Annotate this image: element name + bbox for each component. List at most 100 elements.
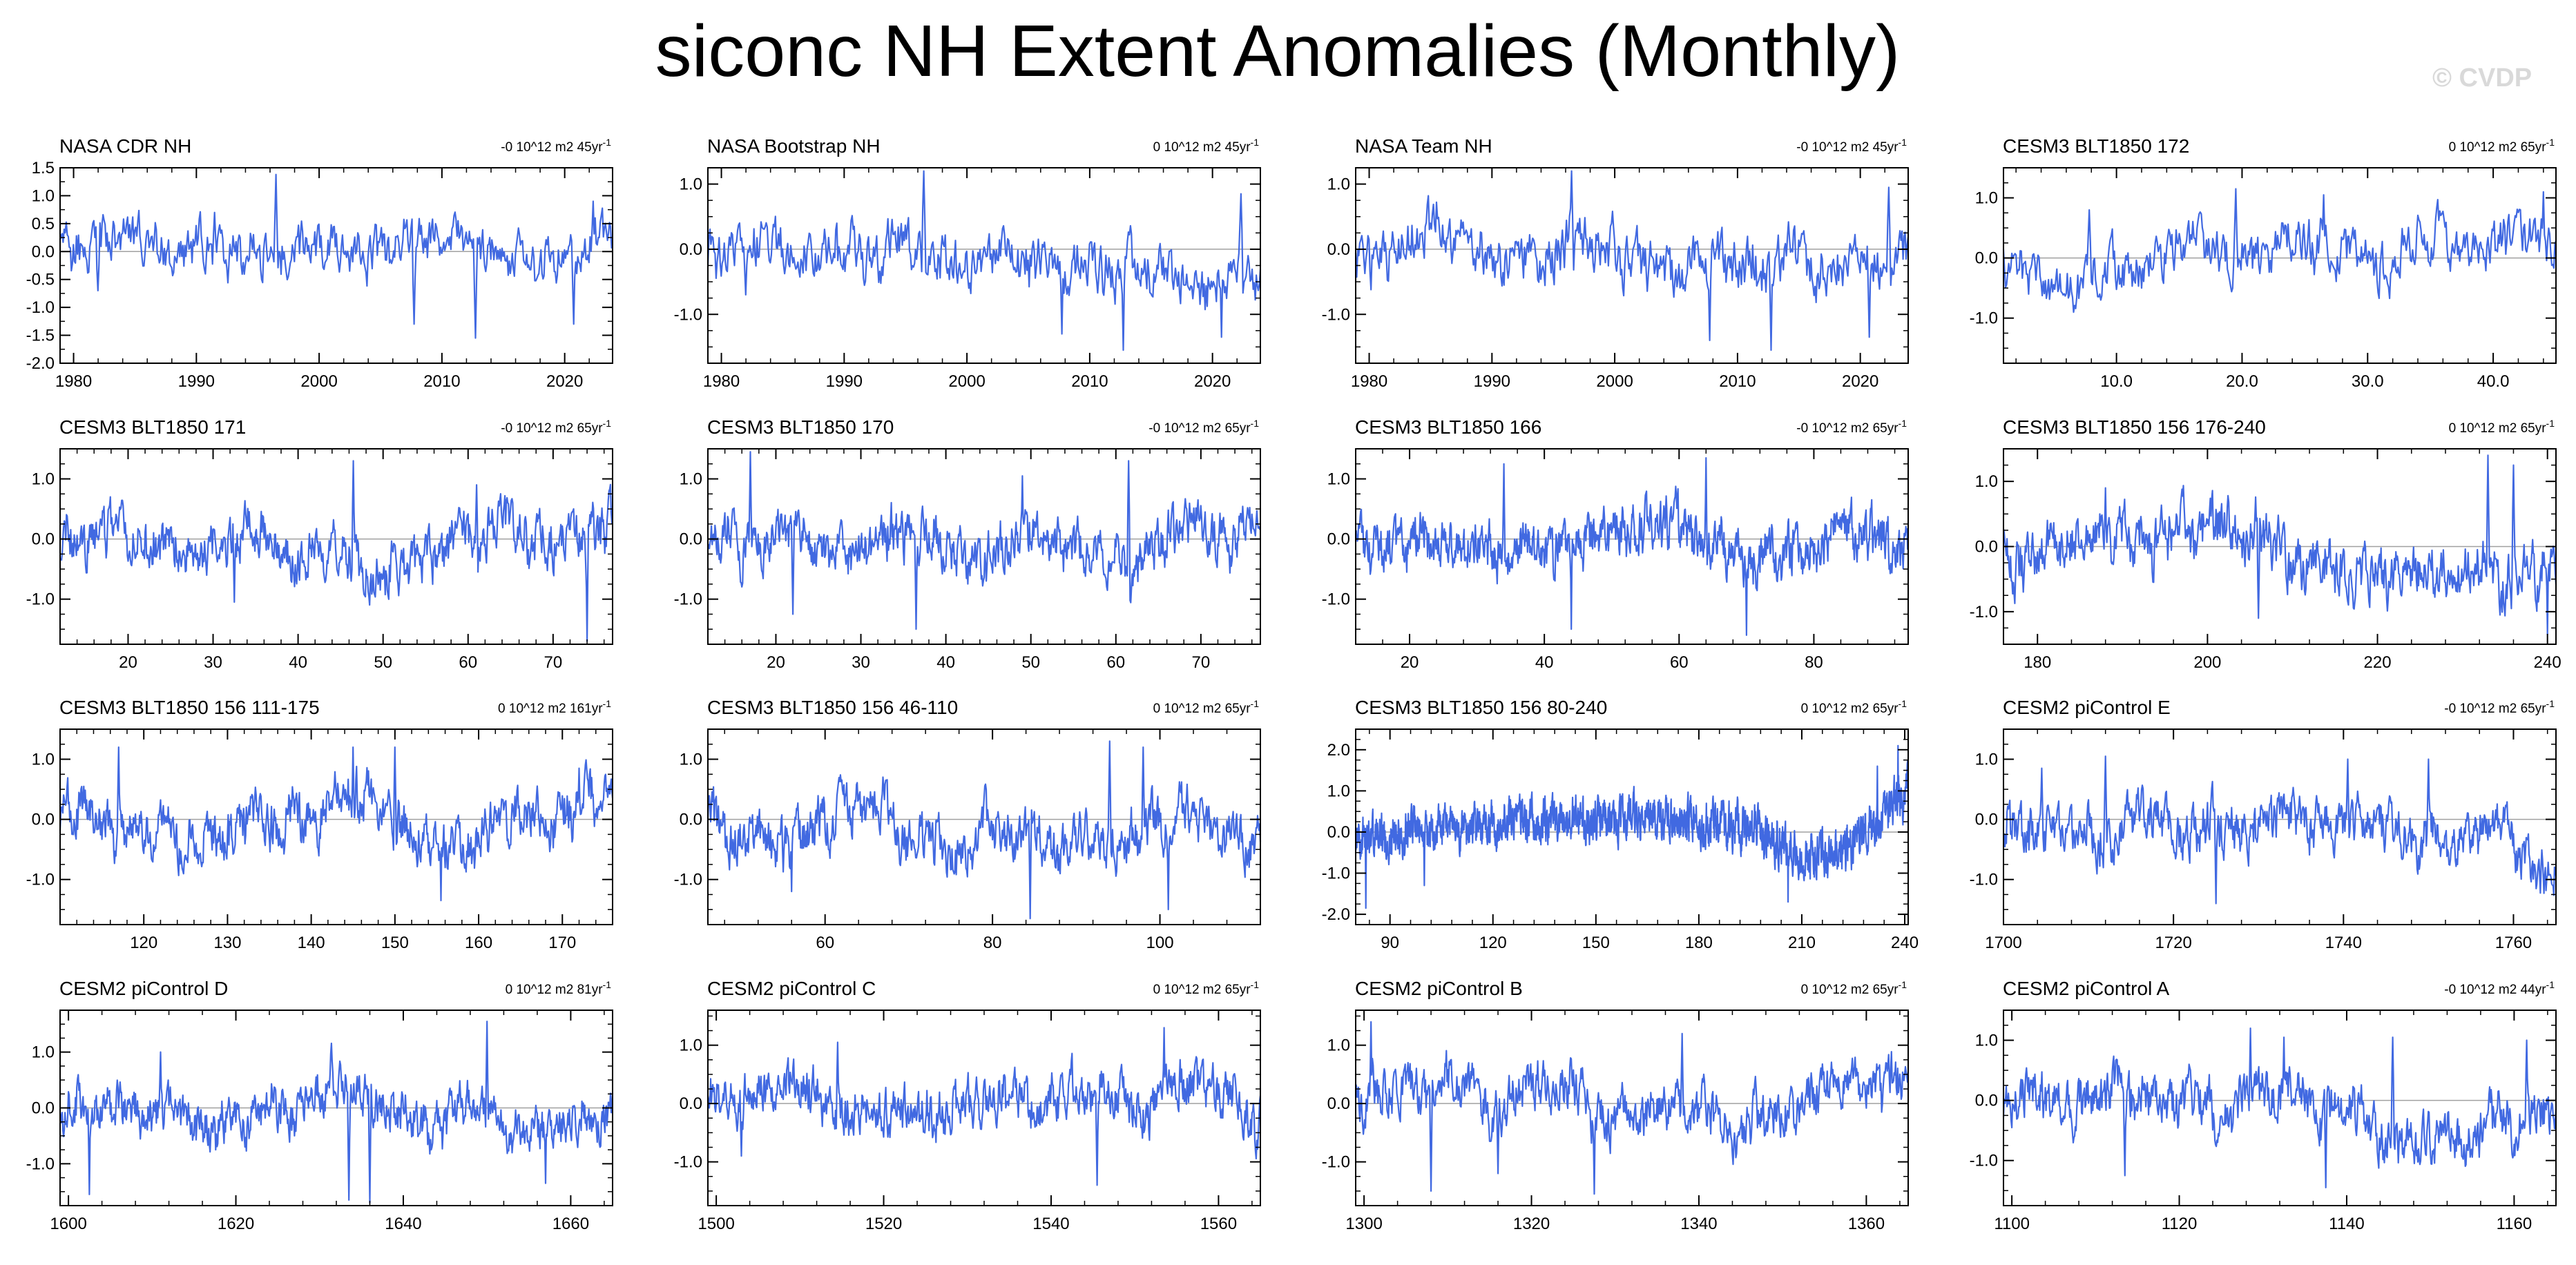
x-tick-label: 1990 <box>178 372 215 391</box>
y-tick-label: 0.0 <box>32 242 55 261</box>
x-tick-label: 2010 <box>423 372 460 391</box>
y-tick-label: 0.0 <box>1975 249 1998 268</box>
y-tick-label: -1.0 <box>674 305 702 324</box>
x-tick-label: 70 <box>544 653 562 672</box>
x-tick-label: 40.0 <box>2477 372 2510 391</box>
x-tick-label: 30 <box>204 653 222 672</box>
trend-annotation: 0 10^12 m2 65yr-1 <box>2449 137 2555 155</box>
x-tick-label: 20.0 <box>2226 372 2258 391</box>
trend-superscript: -1 <box>603 418 612 429</box>
x-tick-label: 240 <box>2534 653 2561 672</box>
x-tick-label: 1980 <box>703 372 740 391</box>
y-tick-label: 1.0 <box>32 470 55 489</box>
y-tick-label: 0.0 <box>32 811 55 829</box>
x-tick-label: 150 <box>381 934 409 952</box>
trend-superscript: -1 <box>603 979 612 990</box>
x-tick-label: 60 <box>816 934 834 952</box>
x-tick-label: 1560 <box>1200 1215 1237 1233</box>
x-tick-label: 1340 <box>1680 1215 1717 1233</box>
panel-title: CESM3 BLT1850 156 176-240 <box>2003 416 2266 438</box>
x-tick-label: 2000 <box>300 372 337 391</box>
chart-panel-10: CESM3 BLT1850 156 46-110 0 10^12 m2 65yr-… <box>674 697 1262 952</box>
x-tick-label: 2010 <box>1719 372 1756 391</box>
plot-frame <box>1355 728 1909 925</box>
y-tick-label: -1.0 <box>1970 309 1998 328</box>
y-tick-label: -1.0 <box>26 1155 55 1173</box>
chart-panel-2: NASA Bootstrap NH 0 10^12 m2 45yr-1 1980 19… <box>674 135 1262 391</box>
y-tick-label: 1.0 <box>32 186 55 205</box>
y-tick-label: -0.5 <box>26 271 55 289</box>
plot-frame <box>1355 1010 1909 1206</box>
panel-title: CESM2 piControl B <box>1355 978 1523 999</box>
chart-panel-5: CESM3 BLT1850 171 -0 10^12 m2 65yr-1 20 30 4… <box>26 416 614 672</box>
plot-frame <box>707 728 1261 925</box>
trend-text: -0 10^12 m2 65yr <box>1148 421 1251 436</box>
y-tick-label: 0.5 <box>32 215 55 233</box>
x-tick-label: 1990 <box>1474 372 1510 391</box>
y-tick-label: -1.0 <box>1322 305 1350 324</box>
trend-annotation: 0 10^12 m2 65yr-1 <box>1153 698 1260 716</box>
x-tick-label: 120 <box>1479 934 1507 952</box>
x-tick-label: 1760 <box>2495 934 2532 952</box>
trend-superscript: -1 <box>1899 418 1907 429</box>
chart-panel-6: CESM3 BLT1850 170 -0 10^12 m2 65yr-1 20 30 4… <box>674 416 1261 672</box>
plot-frame <box>707 448 1261 645</box>
y-tick-label: 1.0 <box>680 1036 702 1055</box>
x-tick-label: 1520 <box>865 1215 902 1233</box>
y-tick-label: 0.0 <box>680 240 702 259</box>
chart-panel-1: NASA CDR NH -0 10^12 m2 45yr-1 1980 1990 200… <box>26 135 614 391</box>
chart-panel-9: CESM3 BLT1850 156 111-175 0 10^12 m2 161y… <box>26 697 614 952</box>
x-tick-label: 1980 <box>1351 372 1387 391</box>
trend-text: -0 10^12 m2 65yr <box>1796 421 1899 436</box>
x-tick-label: 1160 <box>2497 1215 2532 1233</box>
y-tick-label: 0.0 <box>1327 240 1350 259</box>
x-tick-label: 140 <box>298 934 325 952</box>
y-tick-label: 1.0 <box>1327 175 1350 194</box>
x-tick-label: 130 <box>213 934 241 952</box>
y-tick-label: 1.0 <box>1975 189 1998 208</box>
x-tick-label: 1320 <box>1513 1215 1550 1233</box>
x-tick-label: 210 <box>1788 934 1816 952</box>
x-tick-label: 2020 <box>546 372 583 391</box>
y-tick-label: 1.0 <box>32 1043 55 1062</box>
trend-superscript: -1 <box>2546 418 2555 429</box>
trend-superscript: -1 <box>1251 698 1260 709</box>
x-tick-label: 180 <box>2024 653 2051 672</box>
trend-text: 0 10^12 m2 65yr <box>1801 702 1899 716</box>
x-tick-label: 40 <box>936 653 955 672</box>
trend-annotation: -0 10^12 m2 65yr-1 <box>1148 418 1259 436</box>
series-line <box>2002 454 2557 635</box>
trend-text: 0 10^12 m2 65yr <box>1801 983 1899 997</box>
x-tick-label: 20 <box>767 653 785 672</box>
plot-frame <box>2003 167 2557 364</box>
trend-superscript: -1 <box>1899 698 1907 709</box>
x-tick-label: 1540 <box>1032 1215 1069 1233</box>
x-tick-label: 200 <box>2193 653 2221 672</box>
trend-annotation: 0 10^12 m2 81yr-1 <box>506 979 612 997</box>
x-tick-label: 50 <box>374 653 392 672</box>
y-tick-label: 1.0 <box>1975 1032 1998 1050</box>
trend-superscript: -1 <box>1251 137 1260 148</box>
plot-frame <box>2003 728 2557 925</box>
x-tick-label: 170 <box>548 934 576 952</box>
y-tick-label: 0.0 <box>1975 811 1998 829</box>
panel-title: CESM3 BLT1850 170 <box>707 416 894 438</box>
x-tick-label: 2000 <box>948 372 985 391</box>
series-line <box>1354 170 1910 351</box>
x-tick-label: 70 <box>1191 653 1210 672</box>
x-tick-label: 120 <box>130 934 157 952</box>
trend-superscript: -1 <box>1899 137 1907 148</box>
trend-text: -0 10^12 m2 65yr <box>501 421 603 436</box>
x-tick-label: 60 <box>1670 653 1689 672</box>
y-tick-label: 1.0 <box>1975 472 1998 491</box>
y-tick-label: -1.0 <box>1970 871 1998 889</box>
y-tick-label: 1.5 <box>32 159 55 177</box>
x-tick-label: 1140 <box>2329 1215 2365 1233</box>
series-line <box>1354 457 1910 636</box>
y-tick-label: 1.0 <box>680 175 702 194</box>
series-line <box>1354 1021 1910 1195</box>
y-tick-label: 0.0 <box>1327 1094 1350 1113</box>
y-tick-label: 0.0 <box>32 1099 55 1118</box>
x-tick-label: 1300 <box>1345 1215 1382 1233</box>
panel-title: CESM3 BLT1850 156 46-110 <box>707 697 958 718</box>
